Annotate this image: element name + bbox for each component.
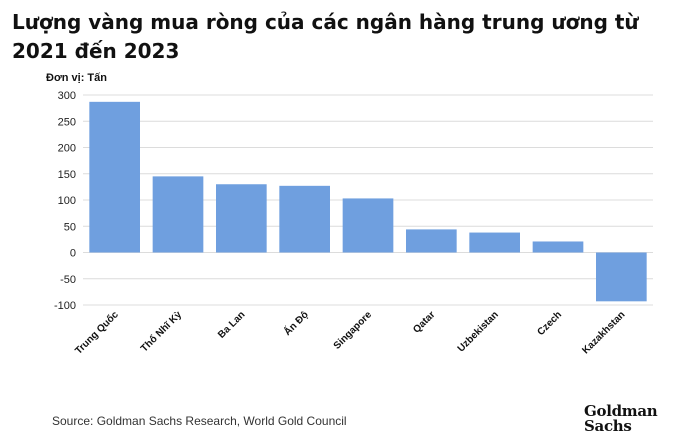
x-category-label: Trung Quốc (73, 308, 121, 356)
bar (216, 184, 267, 253)
y-tick-label: 50 (64, 221, 76, 233)
bar (532, 241, 584, 253)
bar-chart: 300 250 200 150 100 50 0 -50 -100 Trung Quốc Thổ … (54, 90, 653, 357)
logo-line-1: Goldman (584, 402, 658, 420)
x-category-label: Uzbekistan (456, 309, 501, 354)
y-tick-label: 250 (58, 116, 76, 128)
y-tick-label: 150 (58, 169, 76, 181)
y-tick-label: 300 (58, 90, 76, 102)
bar (279, 185, 330, 253)
y-tick-label: 0 (70, 248, 76, 260)
source-note: Source: Goldman Sachs Research, World Go… (52, 414, 347, 428)
bar (469, 232, 520, 253)
unit-label: Đơn vị: Tấn (46, 72, 107, 84)
y-tick-label: 200 (58, 143, 76, 155)
x-category-label: Kazakhstan (580, 309, 627, 356)
bar (596, 252, 647, 302)
y-axis-ticks: 300 250 200 150 100 50 0 -50 -100 (54, 90, 76, 312)
x-axis-categories: Trung Quốc Thổ Nhĩ Kỳ Ba Lan Ấn Độ Singapore… (73, 308, 628, 357)
x-category-label: Singapore (332, 309, 375, 352)
bar (89, 101, 140, 253)
bar (406, 229, 457, 253)
y-tick-label: -100 (54, 300, 76, 312)
y-tick-label: 100 (58, 195, 76, 207)
bar (342, 198, 394, 253)
x-category-label: Ba Lan (216, 309, 247, 340)
logo-line-2: Sachs (584, 417, 632, 435)
chart-title: Lượng vàng mua ròng của các ngân hàng tr… (12, 10, 639, 63)
bar (152, 176, 204, 253)
bars (89, 101, 647, 302)
y-tick-label: -50 (60, 274, 76, 286)
goldman-sachs-logo: Goldman Sachs (584, 404, 674, 434)
x-category-label: Ấn Độ (281, 308, 311, 338)
x-category-label: Qatar (411, 309, 437, 335)
x-category-label: Thổ Nhĩ Kỳ (138, 308, 184, 354)
x-category-label: Czech (536, 309, 565, 338)
